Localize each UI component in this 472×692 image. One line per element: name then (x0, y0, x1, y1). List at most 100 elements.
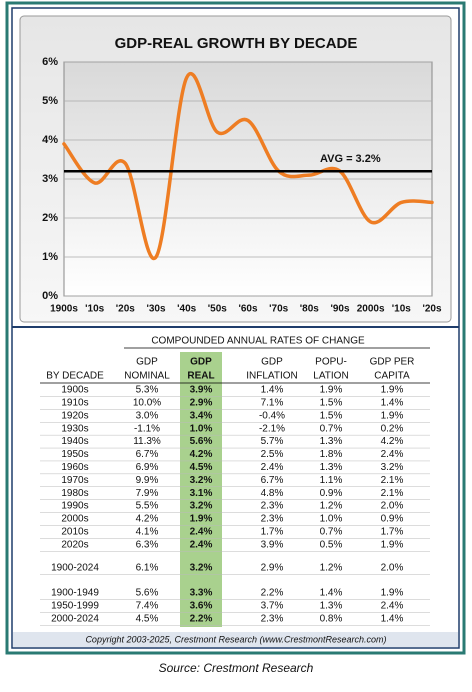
table-cell: 4.2% (136, 514, 159, 525)
x-tick-label: '90s (330, 304, 350, 315)
table-cell: 9.9% (136, 475, 159, 486)
table-cell: 4.2% (381, 436, 404, 447)
x-tick-label: '40s (177, 304, 197, 315)
table-cell: 2.3% (261, 501, 284, 512)
table-cell: 2.4% (190, 527, 213, 538)
table-cell: 2.4% (381, 601, 404, 612)
table-cell: 5.3% (136, 385, 159, 396)
table-cell: 2.4% (381, 449, 404, 460)
table-cell: 2000s (61, 514, 88, 525)
table-cell: 1.4% (381, 398, 404, 409)
table-cell: 1980s (61, 488, 88, 499)
column-header: GDP PER (370, 357, 415, 368)
data-line (62, 72, 434, 261)
table-cell: 5.6% (136, 588, 159, 599)
table-cell: 4.2% (190, 449, 213, 460)
table-cell: 3.2% (190, 501, 213, 512)
table-cell: 1.9% (190, 514, 213, 525)
table-cell: 3.2% (190, 475, 213, 486)
table-cell: 2.0% (381, 563, 404, 574)
table-cell: 3.2% (190, 563, 213, 574)
table-cell: 7.4% (136, 601, 159, 612)
table-cell: 1.3% (320, 436, 343, 447)
table-cell: 1.9% (320, 385, 343, 396)
x-tick-label: '30s (146, 304, 166, 315)
table-cell: 1960s (61, 462, 88, 473)
table-cell: 3.0% (136, 410, 159, 421)
source: Source: Crestmont Research (159, 661, 314, 675)
y-tick-label: 3% (42, 173, 58, 185)
x-tick-label: '10s (85, 304, 105, 315)
table-cell: 0.9% (381, 514, 404, 525)
table-cell: 4.8% (261, 488, 284, 499)
table-cell: 1900s (61, 385, 88, 396)
table-cell: 1.7% (381, 527, 404, 538)
table-cell: 1910s (61, 398, 88, 409)
table-cell: 0.7% (320, 423, 343, 434)
table-cell: 6.7% (136, 449, 159, 460)
x-tick-label: '50s (208, 304, 228, 315)
table-cell: 2010s (61, 527, 88, 538)
column-header: LATION (313, 371, 348, 382)
table-cell: 2.4% (190, 539, 213, 550)
table-cell: 1.9% (381, 539, 404, 550)
table-cell: 5.5% (136, 501, 159, 512)
average-label: AVG = 3.2% (320, 153, 381, 165)
table-cell: 1900-2024 (51, 563, 99, 574)
table-cell: -0.4% (259, 410, 285, 421)
table-cell: 1.3% (320, 601, 343, 612)
x-tick-label: '20s (116, 304, 136, 315)
column-header: NOMINAL (124, 371, 170, 382)
column-header: POPU- (315, 357, 347, 368)
table-cell: 2.4% (261, 462, 284, 473)
table-cell: 1.3% (320, 462, 343, 473)
table-cell: 1930s (61, 423, 88, 434)
column-header: GDP (136, 357, 158, 368)
table-cell: 2000-2024 (51, 613, 99, 624)
table-cell: 2.5% (261, 449, 284, 460)
table-cell: 3.3% (190, 588, 213, 599)
table-cell: 1970s (61, 475, 88, 486)
highlight-column (180, 352, 222, 627)
table-cell: 0.8% (320, 613, 343, 624)
table-cell: 2.2% (261, 588, 284, 599)
table-cell: 5.6% (190, 436, 213, 447)
x-tick-label: '80s (300, 304, 320, 315)
table-cell: 1.2% (320, 563, 343, 574)
table-cell: 2.2% (190, 613, 213, 624)
table-cell: 1950s (61, 449, 88, 460)
table-cell: 3.7% (261, 601, 284, 612)
table-cell: 1.4% (320, 588, 343, 599)
table-cell: 6.3% (136, 539, 159, 550)
table-cell: 2.3% (261, 514, 284, 525)
table-cell: 2.1% (381, 488, 404, 499)
x-tick-label: 1900s (50, 304, 78, 315)
table-cell: 3.4% (190, 410, 213, 421)
table-cell: 1990s (61, 501, 88, 512)
x-tick-label: '10s (392, 304, 412, 315)
table-cell: -2.1% (259, 423, 285, 434)
table-cell: 1.5% (320, 410, 343, 421)
table-cell: 10.0% (133, 398, 161, 409)
table-cell: 5.7% (261, 436, 284, 447)
table-cell: 6.7% (261, 475, 284, 486)
table-cell: 2.9% (261, 563, 284, 574)
table-cell: 1.9% (381, 410, 404, 421)
table-cell: 0.5% (320, 539, 343, 550)
table-cell: 1.4% (261, 385, 284, 396)
table-cell: 1.1% (320, 475, 343, 486)
x-tick-label: '20s (422, 304, 442, 315)
y-tick-label: 2% (42, 212, 58, 224)
column-header: CAPITA (374, 371, 410, 382)
table-cell: 2.1% (381, 475, 404, 486)
table-cell: 2.9% (190, 398, 213, 409)
group-header: COMPOUNDED ANNUAL RATES OF CHANGE (151, 336, 365, 347)
table-cell: 1.0% (320, 514, 343, 525)
table-cell: 1.4% (381, 613, 404, 624)
table-cell: 3.2% (381, 462, 404, 473)
table-cell: 3.9% (261, 539, 284, 550)
table-cell: 0.9% (320, 488, 343, 499)
table-cell: 1.7% (261, 527, 284, 538)
table-cell: 1950-1999 (51, 601, 99, 612)
